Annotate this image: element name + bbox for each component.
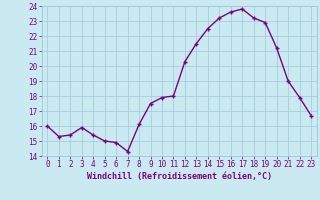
X-axis label: Windchill (Refroidissement éolien,°C): Windchill (Refroidissement éolien,°C) [87, 172, 272, 181]
